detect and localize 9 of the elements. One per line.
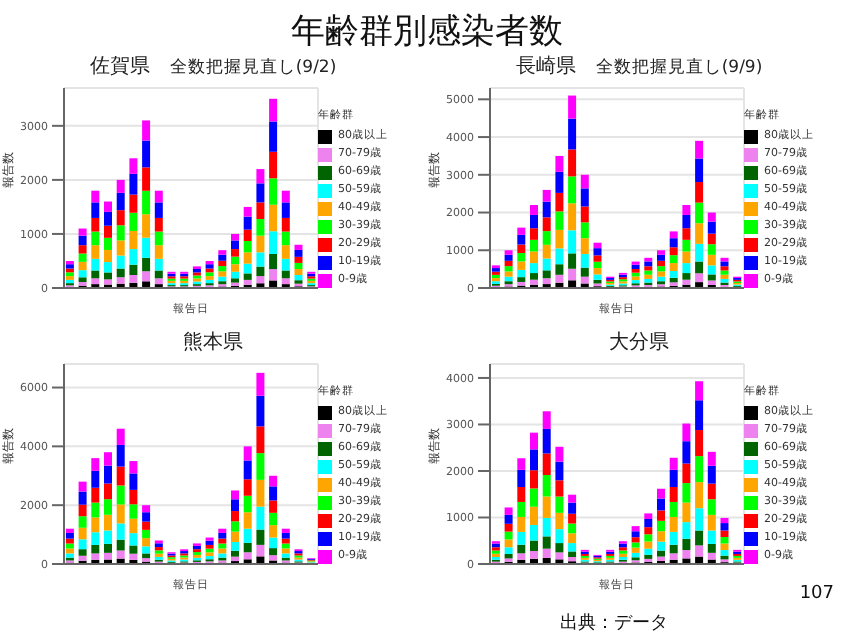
chart-subtitle: 全数把握見直し(9/2) bbox=[169, 58, 337, 78]
chart-title: 熊本県 bbox=[183, 332, 243, 354]
chart-title: 佐賀県 bbox=[89, 56, 150, 78]
text: 年齢群別感染者数 bbox=[291, 12, 563, 52]
source-note: 出典：データ bbox=[560, 611, 668, 636]
chart-title: 長崎県 bbox=[515, 56, 576, 78]
text: 107 bbox=[799, 584, 834, 604]
chart-subtitle: 全数把握見直し(9/9) bbox=[595, 58, 763, 78]
chart-title: 大分県 bbox=[609, 332, 669, 354]
